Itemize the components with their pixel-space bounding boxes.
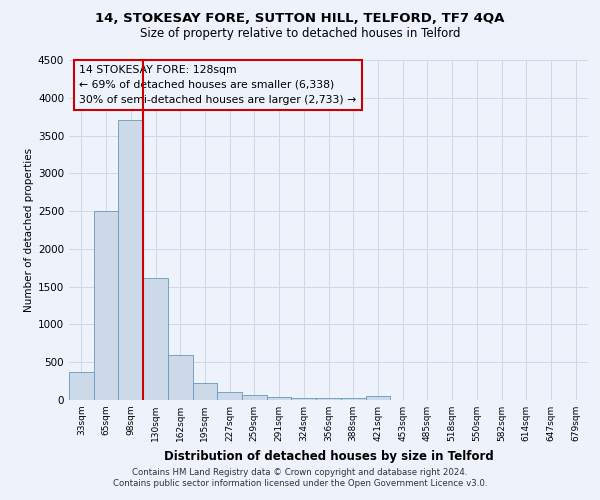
Bar	[217, 392, 242, 400]
Y-axis label: Number of detached properties: Number of detached properties	[24, 148, 34, 312]
X-axis label: Distribution of detached houses by size in Telford: Distribution of detached houses by size …	[164, 450, 493, 462]
Bar	[242, 395, 267, 400]
Bar	[118, 120, 143, 400]
Bar	[193, 382, 217, 400]
Text: 14 STOKESAY FORE: 128sqm
← 69% of detached houses are smaller (6,338)
30% of sem: 14 STOKESAY FORE: 128sqm ← 69% of detach…	[79, 65, 356, 104]
Bar	[341, 398, 365, 400]
Bar	[143, 278, 168, 400]
Text: 14, STOKESAY FORE, SUTTON HILL, TELFORD, TF7 4QA: 14, STOKESAY FORE, SUTTON HILL, TELFORD,…	[95, 12, 505, 26]
Bar	[292, 398, 316, 400]
Bar	[365, 396, 390, 400]
Bar	[316, 398, 341, 400]
Text: Contains HM Land Registry data © Crown copyright and database right 2024.
Contai: Contains HM Land Registry data © Crown c…	[113, 468, 487, 487]
Bar	[168, 356, 193, 400]
Text: Size of property relative to detached houses in Telford: Size of property relative to detached ho…	[140, 28, 460, 40]
Bar	[94, 211, 118, 400]
Bar	[267, 397, 292, 400]
Bar	[69, 372, 94, 400]
